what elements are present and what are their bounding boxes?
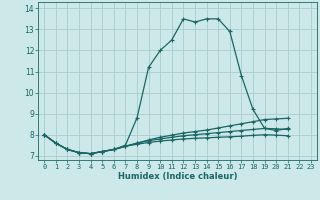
X-axis label: Humidex (Indice chaleur): Humidex (Indice chaleur): [118, 172, 237, 181]
